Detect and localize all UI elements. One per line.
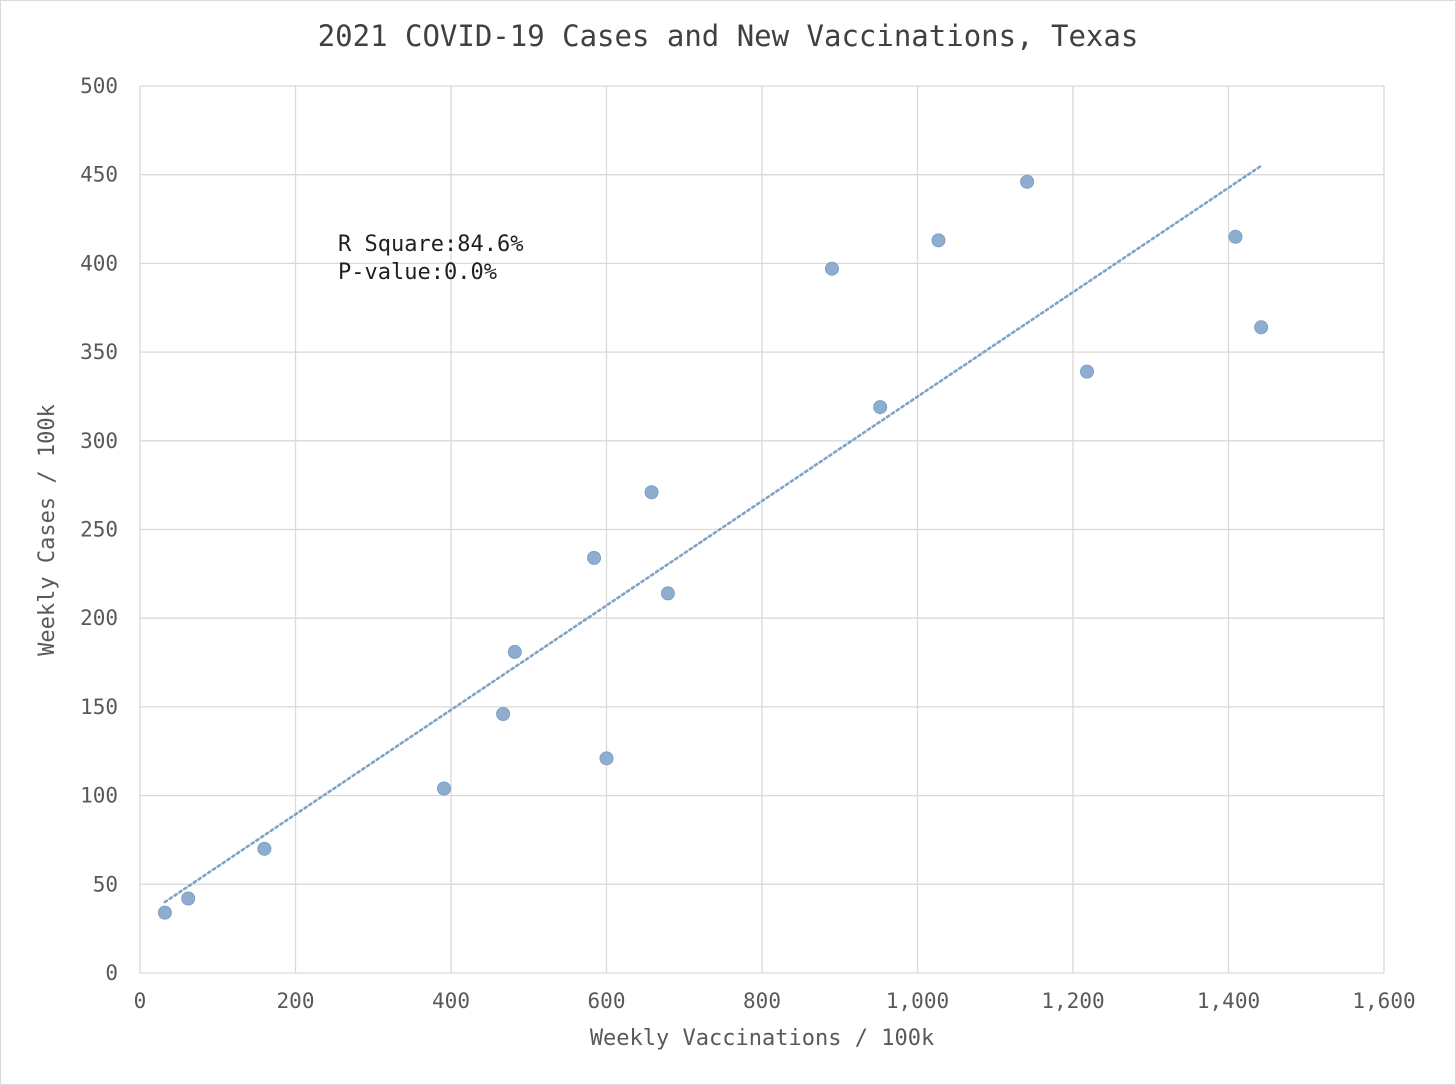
data-point (507, 644, 522, 659)
chart-title: 2021 COVID-19 Cases and New Vaccinations… (318, 19, 1139, 53)
data-point (599, 751, 614, 766)
data-point (257, 841, 272, 856)
data-point (1079, 364, 1094, 379)
x-tick-label: 600 (588, 989, 626, 1013)
p-value-value: 0.0% (444, 260, 497, 285)
y-tick-labels: 0 50 100 150 200 250 300 350 400 450 500 (80, 74, 118, 985)
data-point (1228, 229, 1243, 244)
y-tick-label: 450 (80, 163, 118, 187)
x-tick-labels: 0 200 400 600 800 1,000 1,200 1,400 1,600 (134, 989, 1416, 1013)
r-square-value: 84.6% (457, 232, 523, 257)
data-point (496, 706, 511, 721)
x-tick-label: 800 (743, 989, 781, 1013)
data-points (157, 174, 1269, 920)
y-tick-label: 150 (80, 695, 118, 719)
data-point (181, 891, 196, 906)
data-point (157, 905, 172, 920)
y-tick-label: 100 (80, 784, 118, 808)
y-tick-label: 50 (93, 872, 118, 896)
p-value-label: P-value: (338, 260, 444, 285)
data-point (1254, 320, 1269, 335)
svg-text:P-value:0.0%: P-value:0.0% (338, 260, 497, 285)
data-point (1020, 174, 1035, 189)
svg-text:R Square:84.6%: R Square:84.6% (338, 232, 523, 257)
data-point (660, 586, 675, 601)
y-tick-label: 0 (105, 961, 118, 985)
x-tick-label: 0 (134, 989, 147, 1013)
x-tick-label: 200 (277, 989, 315, 1013)
x-tick-label: 400 (432, 989, 470, 1013)
trendline (163, 164, 1263, 904)
y-tick-label: 250 (80, 518, 118, 542)
y-tick-label: 300 (80, 429, 118, 453)
data-point (587, 550, 602, 565)
trendline-group (163, 164, 1263, 904)
r-square-label: R Square: (338, 232, 457, 257)
y-tick-label: 350 (80, 340, 118, 364)
y-tick-label: 500 (80, 74, 118, 98)
x-tick-label: 1,000 (886, 989, 949, 1013)
y-tick-label: 200 (80, 606, 118, 630)
data-point (931, 233, 946, 248)
x-tick-label: 1,200 (1041, 989, 1104, 1013)
regression-stats-annotation: R Square:84.6% P-value:0.0% (338, 232, 523, 285)
x-axis-title: Weekly Vaccinations / 100k (590, 1026, 934, 1051)
gridlines (139, 85, 1385, 974)
data-point (437, 781, 452, 796)
x-tick-label: 1,400 (1197, 989, 1260, 1013)
data-point (644, 485, 659, 500)
y-tick-label: 400 (80, 251, 118, 275)
y-axis-title: Weekly Cases / 100k (35, 404, 60, 656)
data-point (824, 261, 839, 276)
x-tick-label: 1,600 (1352, 989, 1415, 1013)
data-point (873, 400, 888, 415)
